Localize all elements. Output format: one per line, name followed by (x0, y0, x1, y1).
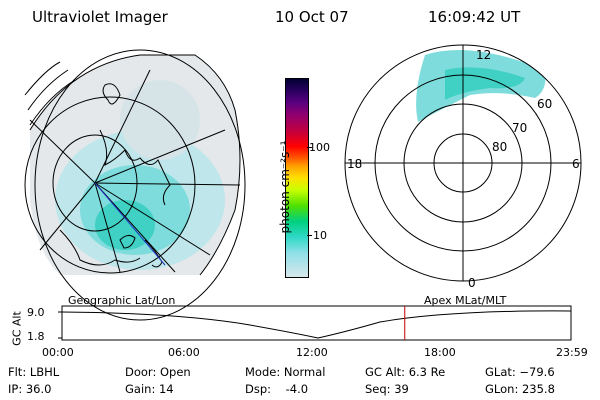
lat-label-60: 60 (537, 97, 553, 111)
timeline-left-label: Geographic Lat/Lon (68, 294, 176, 307)
timeline-xtick-0600: 06:00 (168, 346, 200, 359)
gain-info: Gain: 14 (125, 382, 174, 396)
colorbar-tick-100: 100 (309, 141, 330, 154)
gc-alt-info: GC Alt: 6.3 Re (365, 365, 446, 379)
mlt-label-18: 18 (347, 157, 363, 171)
header-date: 10 Oct 07 (275, 8, 349, 26)
timeline-ytick-1.8: 1.8 (27, 330, 45, 343)
earth-limb (29, 54, 241, 276)
timeline-xtick-2359: 23:59 (556, 346, 588, 359)
timeline-ytick-9: 9.0 (27, 306, 45, 319)
coastline (24, 61, 171, 268)
timeline-xtick-1200: 12:00 (296, 346, 328, 359)
altitude-curve (61, 310, 572, 339)
dsp-info: Dsp: -4.0 (245, 382, 309, 396)
lat-label-80: 80 (492, 140, 508, 154)
header-time: 16:09:42 UT (428, 8, 521, 26)
colorbar-tick-10: 10 (313, 229, 327, 242)
mlt-label-6: 6 (572, 157, 580, 171)
mode-info: Mode: Normal (245, 365, 326, 379)
mlt-label-12: 12 (476, 48, 492, 62)
seq-info: Seq: 39 (365, 382, 409, 396)
lat-label-70: 70 (512, 121, 528, 135)
colorbar (285, 78, 309, 278)
timeline-xtick-1800: 18:00 (424, 346, 456, 359)
ip-info: IP: 36.0 (8, 382, 52, 396)
timeline-frame (61, 305, 572, 341)
polar-grid (344, 44, 582, 282)
timeline-xtick-0000: 00:00 (42, 346, 74, 359)
map-grid (24, 49, 246, 321)
glat-info: GLat: −79.6 (485, 365, 555, 379)
filter-info: Flt: LBHL (8, 365, 60, 379)
timeline-right-label: Apex MLat/MLT (424, 294, 507, 307)
instrument-title: Ultraviolet Imager (32, 8, 168, 26)
mlt-label-0: 0 (468, 276, 476, 290)
meridian-line (94, 182, 166, 266)
door-info: Door: Open (125, 365, 191, 379)
glon-info: GLon: 235.8 (485, 382, 555, 396)
